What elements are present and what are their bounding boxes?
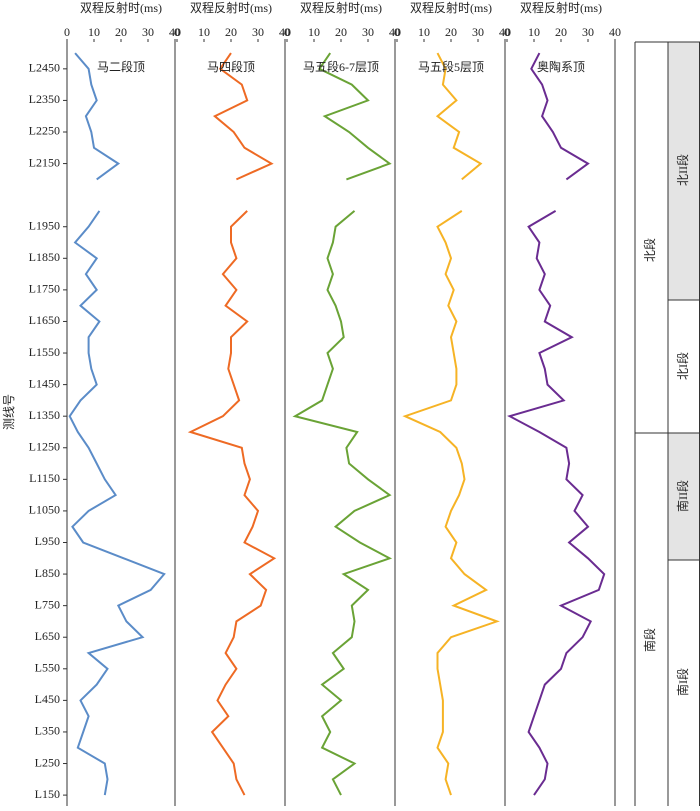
y-tick-label: L1950 [29, 218, 60, 232]
x-tick-label: 0 [284, 25, 290, 39]
y-tick-label: L2350 [29, 92, 60, 106]
x-tick-label: 30 [252, 25, 264, 39]
x-tick-label: 10 [528, 25, 540, 39]
y-tick-label: L650 [35, 629, 60, 643]
panel-label: 马二段顶 [97, 59, 145, 74]
y-tick-label: L750 [35, 597, 60, 611]
x-tick-label: 30 [142, 25, 154, 39]
x-tick-label: 40 [169, 25, 181, 39]
y-tick-label: L550 [35, 661, 60, 675]
y-axis-label: 测线号 [2, 394, 16, 430]
panel-label: 马五段5层顶 [418, 59, 484, 74]
zone-label: 北I段 [675, 352, 690, 380]
zone-fill [668, 433, 700, 560]
x-axis-label: 双程反射时(ms) [300, 0, 382, 15]
y-tick-label: L1650 [29, 313, 60, 327]
data-line [402, 52, 500, 796]
y-tick-label: L850 [35, 566, 60, 580]
x-tick-label: 10 [418, 25, 430, 39]
x-tick-label: 10 [88, 25, 100, 39]
zone-label: 北段 [642, 238, 657, 262]
zone-label: 南II段 [675, 480, 690, 512]
y-tick-label: L2450 [29, 61, 60, 75]
x-tick-label: 10 [308, 25, 320, 39]
data-line [187, 52, 277, 796]
y-tick-label: L1150 [29, 471, 60, 485]
x-tick-label: 20 [115, 25, 127, 39]
y-tick-label: L2150 [29, 155, 60, 169]
x-tick-label: 20 [335, 25, 347, 39]
x-tick-label: 20 [555, 25, 567, 39]
y-tick-label: L2250 [29, 124, 60, 138]
data-line [68, 52, 166, 796]
zone-label: 南I段 [675, 668, 690, 696]
panel-label: 马四段顶 [207, 59, 255, 74]
y-tick-label: L1250 [29, 440, 60, 454]
x-tick-label: 10 [198, 25, 210, 39]
y-tick-label: L950 [35, 534, 60, 548]
zone-fill [668, 42, 700, 300]
x-tick-label: 40 [609, 25, 621, 39]
y-tick-label: L350 [35, 724, 60, 738]
panel-label: 奥陶系顶 [537, 59, 585, 74]
y-tick-label: L150 [35, 787, 60, 801]
x-tick-label: 0 [64, 25, 70, 39]
x-axis-label: 双程反射时(ms) [410, 0, 492, 15]
y-tick-label: L250 [35, 755, 60, 769]
x-tick-label: 40 [389, 25, 401, 39]
y-tick-label: L1350 [29, 408, 60, 422]
x-axis-label: 双程反射时(ms) [80, 0, 162, 15]
x-axis-label: 双程反射时(ms) [520, 0, 602, 15]
x-axis-label: 双程反射时(ms) [190, 0, 272, 15]
x-tick-label: 30 [472, 25, 484, 39]
x-tick-label: 20 [445, 25, 457, 39]
strata-table: 北段 北II段 北I段 南段 南II段 南I段 [634, 41, 700, 806]
y-tick-label: L1750 [29, 282, 60, 296]
y-tick-label: L1550 [29, 345, 60, 359]
x-tick-label: 0 [394, 25, 400, 39]
y-tick-label: L1050 [29, 503, 60, 517]
x-tick-label: 40 [279, 25, 291, 39]
y-tick-label: L1850 [29, 250, 60, 264]
x-tick-label: 0 [174, 25, 180, 39]
zone-label: 南段 [642, 628, 657, 652]
panel-label: 马五段6-7层顶 [303, 59, 379, 74]
y-tick-label: L450 [35, 692, 60, 706]
data-line [507, 52, 606, 796]
zone-label: 北II段 [675, 154, 690, 186]
x-tick-label: 30 [362, 25, 374, 39]
x-tick-label: 30 [582, 25, 594, 39]
x-tick-label: 20 [225, 25, 237, 39]
y-tick-label: L1450 [29, 376, 60, 390]
data-line [292, 52, 393, 796]
x-tick-label: 0 [504, 25, 510, 39]
x-tick-label: 40 [499, 25, 511, 39]
